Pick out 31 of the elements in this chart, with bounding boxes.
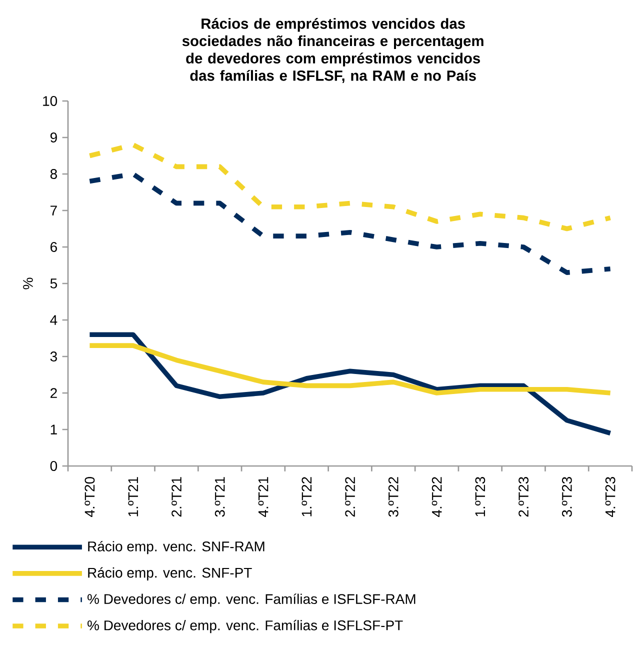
legend-label: Rácio emp. venc. SNF-RAM — [88, 540, 264, 554]
x-tick-label: 4.ºT20 — [84, 476, 95, 517]
y-tick-label: 4 — [50, 315, 58, 325]
line-series — [87, 142, 613, 232]
legend-label: % Devedores c/ emp. venc. Famílias e ISFLSF-PT — [88, 620, 403, 634]
x-tick-label: 3.ºT22 — [388, 477, 398, 517]
y-tick-label: 8 — [50, 169, 57, 179]
y-tick-label: 0 — [50, 461, 58, 471]
x-tick-label: 2.ºT21 — [172, 477, 182, 517]
x-tick-label: 3.ºT21 — [214, 477, 225, 517]
x-tick-label: 1.ºT23 — [475, 477, 486, 516]
y-axis-title: % — [23, 278, 33, 290]
legend-label: Rácio emp. venc. SNF-PT — [88, 567, 252, 580]
x-tick-label: 2.ºT23 — [518, 477, 529, 517]
x-tick-label: 2.ºT22 — [345, 477, 355, 517]
y-tick-label: 10 — [43, 96, 58, 106]
y-tick-label: 3 — [50, 352, 57, 362]
x-tick-label: 1.ºT22 — [302, 477, 312, 516]
legend-label: % Devedores c/ emp. venc. Famílias e ISFLSF-RAM — [88, 594, 416, 607]
y-tick-label: 6 — [50, 242, 57, 252]
y-tick-label: 9 — [50, 132, 57, 142]
x-tick-label: 4.ºT23 — [605, 477, 616, 517]
x-tick-label: 4.ºT22 — [432, 477, 442, 517]
y-tick-label: 7 — [50, 206, 57, 216]
x-tick-label: 3.ºT23 — [562, 477, 572, 517]
chart-title: Rácios de empréstimos vencidos das sociedades não financeiras e percentagem de devedores com empréstimos vencidos das famílias e ISFLSF, na RAM e no País — [182, 18, 484, 83]
y-tick-label: 1 — [50, 424, 57, 434]
x-tick-label: 1.ºT21 — [128, 477, 138, 516]
y-tick-label: 2 — [50, 388, 57, 398]
y-tick-label: 5 — [50, 278, 58, 288]
x-tick-label: 4.ºT21 — [258, 477, 268, 517]
